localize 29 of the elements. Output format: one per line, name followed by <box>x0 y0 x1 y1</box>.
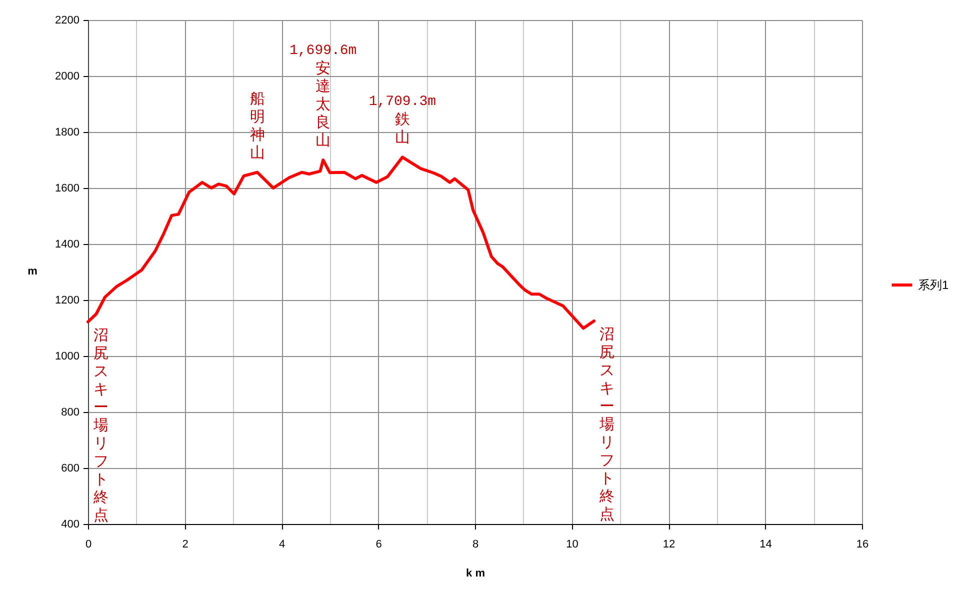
y-axis-title: m <box>28 266 38 278</box>
annotation: 1,709.3m <box>368 94 436 110</box>
text: 沼尻スキー場リフト終点 <box>600 326 615 523</box>
annotation: 鉄山 <box>394 111 410 146</box>
y-tick-label: 1600 <box>55 182 80 194</box>
legend-label: 系列1 <box>918 278 949 292</box>
text: 沼尻スキー場リフト終点 <box>94 326 108 524</box>
y-tick-label: 800 <box>61 406 80 418</box>
y-tick-label: 400 <box>61 518 80 530</box>
x-tick-label: 0 <box>85 538 92 550</box>
y-tick-label: 2200 <box>55 14 80 26</box>
x-tick-label: 4 <box>278 538 286 550</box>
annotation: 船明神山 <box>250 90 265 162</box>
x-tick-label: 14 <box>760 538 772 550</box>
x-axis-title: k m <box>466 568 486 580</box>
x-tick-label: 16 <box>856 538 869 550</box>
y-tick-label: 600 <box>61 462 80 474</box>
annotation: 1,699.6m <box>289 43 357 59</box>
x-tick-label: 8 <box>472 538 479 550</box>
y-tick-label: 2000 <box>55 70 80 82</box>
annotation: 安達太良山 <box>316 60 331 149</box>
x-tick-label: 6 <box>376 538 382 550</box>
x-tick-label: 10 <box>566 538 578 550</box>
y-tick-label: 1200 <box>55 294 80 306</box>
x-tick-label: 2 <box>182 538 188 550</box>
y-tick-label: 1000 <box>55 350 80 362</box>
y-tick-label: 1800 <box>55 126 80 138</box>
x-tick-label: 12 <box>662 538 676 550</box>
y-tick-label: 1400 <box>55 238 80 250</box>
